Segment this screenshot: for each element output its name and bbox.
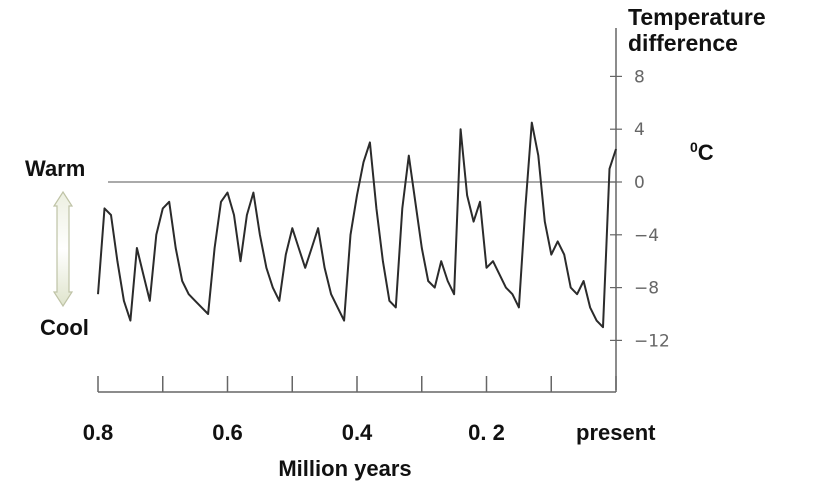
y-tick-label: −4 [634, 226, 659, 246]
x-tick-label: 0.4 [342, 420, 373, 445]
x-tick-label: 0.6 [212, 420, 243, 445]
y-axis-title: Temperature difference [628, 4, 766, 56]
x-axis-minor-ticks [162, 376, 552, 392]
temperature-series-line [97, 121, 617, 329]
x-tick-label: 0.8 [83, 420, 114, 445]
cool-label: Cool [40, 315, 89, 340]
warm-cool-scale: Warm Cool [25, 156, 89, 340]
y-tick-label: 8 [634, 67, 645, 87]
y-tick-label: −8 [634, 279, 659, 299]
y-axis-ticks: 8 4 0 −4 −8 −12 [610, 67, 670, 351]
x-axis-ticks: 0.8 0.6 0.4 0. 2 present [83, 376, 656, 445]
y-tick-label: 4 [634, 120, 645, 140]
x-tick-label: present [576, 420, 656, 445]
warm-label: Warm [25, 156, 85, 181]
y-axis-unit: 0C [690, 139, 714, 165]
y-tick-label: −12 [634, 331, 670, 351]
warm-cool-arrow-icon [52, 190, 74, 308]
x-tick-label: 0. 2 [468, 420, 505, 445]
x-axis-title: Million years [278, 456, 411, 481]
y-tick-label: 0 [634, 173, 645, 193]
